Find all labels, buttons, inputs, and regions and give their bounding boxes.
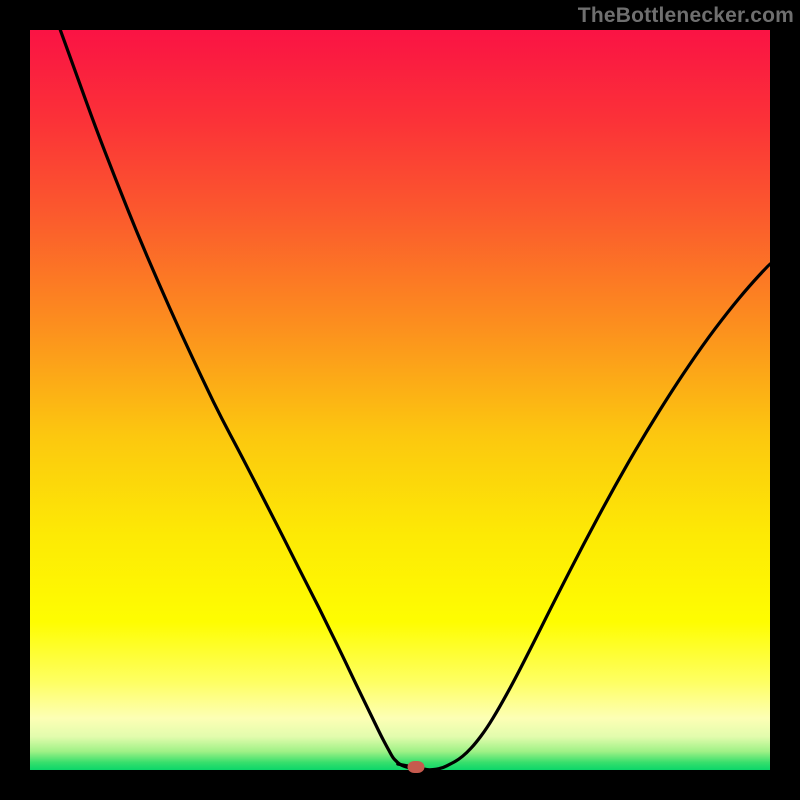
watermark-text: TheBottlenecker.com <box>578 4 794 28</box>
bottleneck-curve <box>30 30 770 770</box>
plot-area <box>30 30 770 770</box>
optimal-point-marker <box>408 761 425 773</box>
chart-frame: TheBottlenecker.com <box>0 0 800 800</box>
